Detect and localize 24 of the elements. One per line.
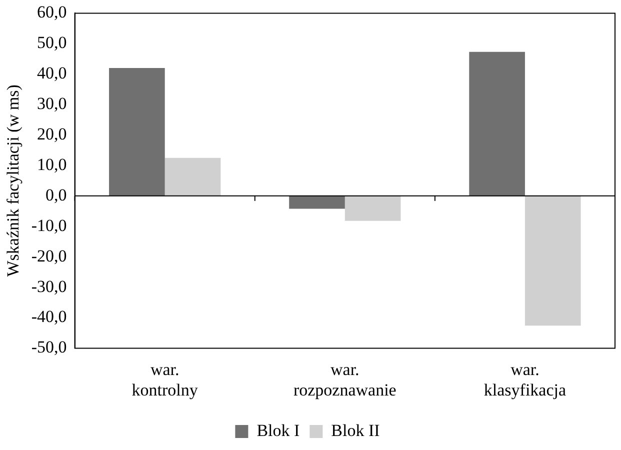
bar bbox=[164, 158, 221, 196]
bar bbox=[469, 52, 525, 196]
y-tick-label: 50,0 bbox=[37, 33, 67, 52]
y-axis-title: Wskaźnik facylitacji (w ms) bbox=[4, 84, 23, 277]
y-tick-label: -20,0 bbox=[31, 246, 67, 266]
y-tick-label: 0,0 bbox=[46, 185, 67, 204]
y-tick-label: -50,0 bbox=[31, 338, 67, 357]
x-tick-label: war. kontrolny bbox=[132, 360, 198, 400]
legend-label: Blok I bbox=[256, 420, 300, 440]
bar bbox=[344, 196, 401, 221]
y-tick-label: 20,0 bbox=[37, 124, 67, 144]
y-tick-label: -40,0 bbox=[31, 307, 67, 326]
y-tick-label: 60,0 bbox=[37, 2, 67, 22]
x-tick-label: war. klasyfikacja bbox=[484, 360, 566, 400]
y-tick-label: 30,0 bbox=[37, 94, 67, 114]
bar bbox=[524, 196, 581, 326]
bar bbox=[109, 68, 165, 196]
x-tick-label: war. rozpoznawanie bbox=[293, 360, 396, 400]
legend-label: Blok II bbox=[331, 420, 380, 440]
bar bbox=[289, 196, 345, 209]
y-tick-label: -10,0 bbox=[31, 216, 67, 235]
y-tick-label: 10,0 bbox=[37, 154, 67, 174]
y-tick-label: -30,0 bbox=[31, 276, 67, 296]
y-tick-label: 40,0 bbox=[37, 64, 67, 83]
